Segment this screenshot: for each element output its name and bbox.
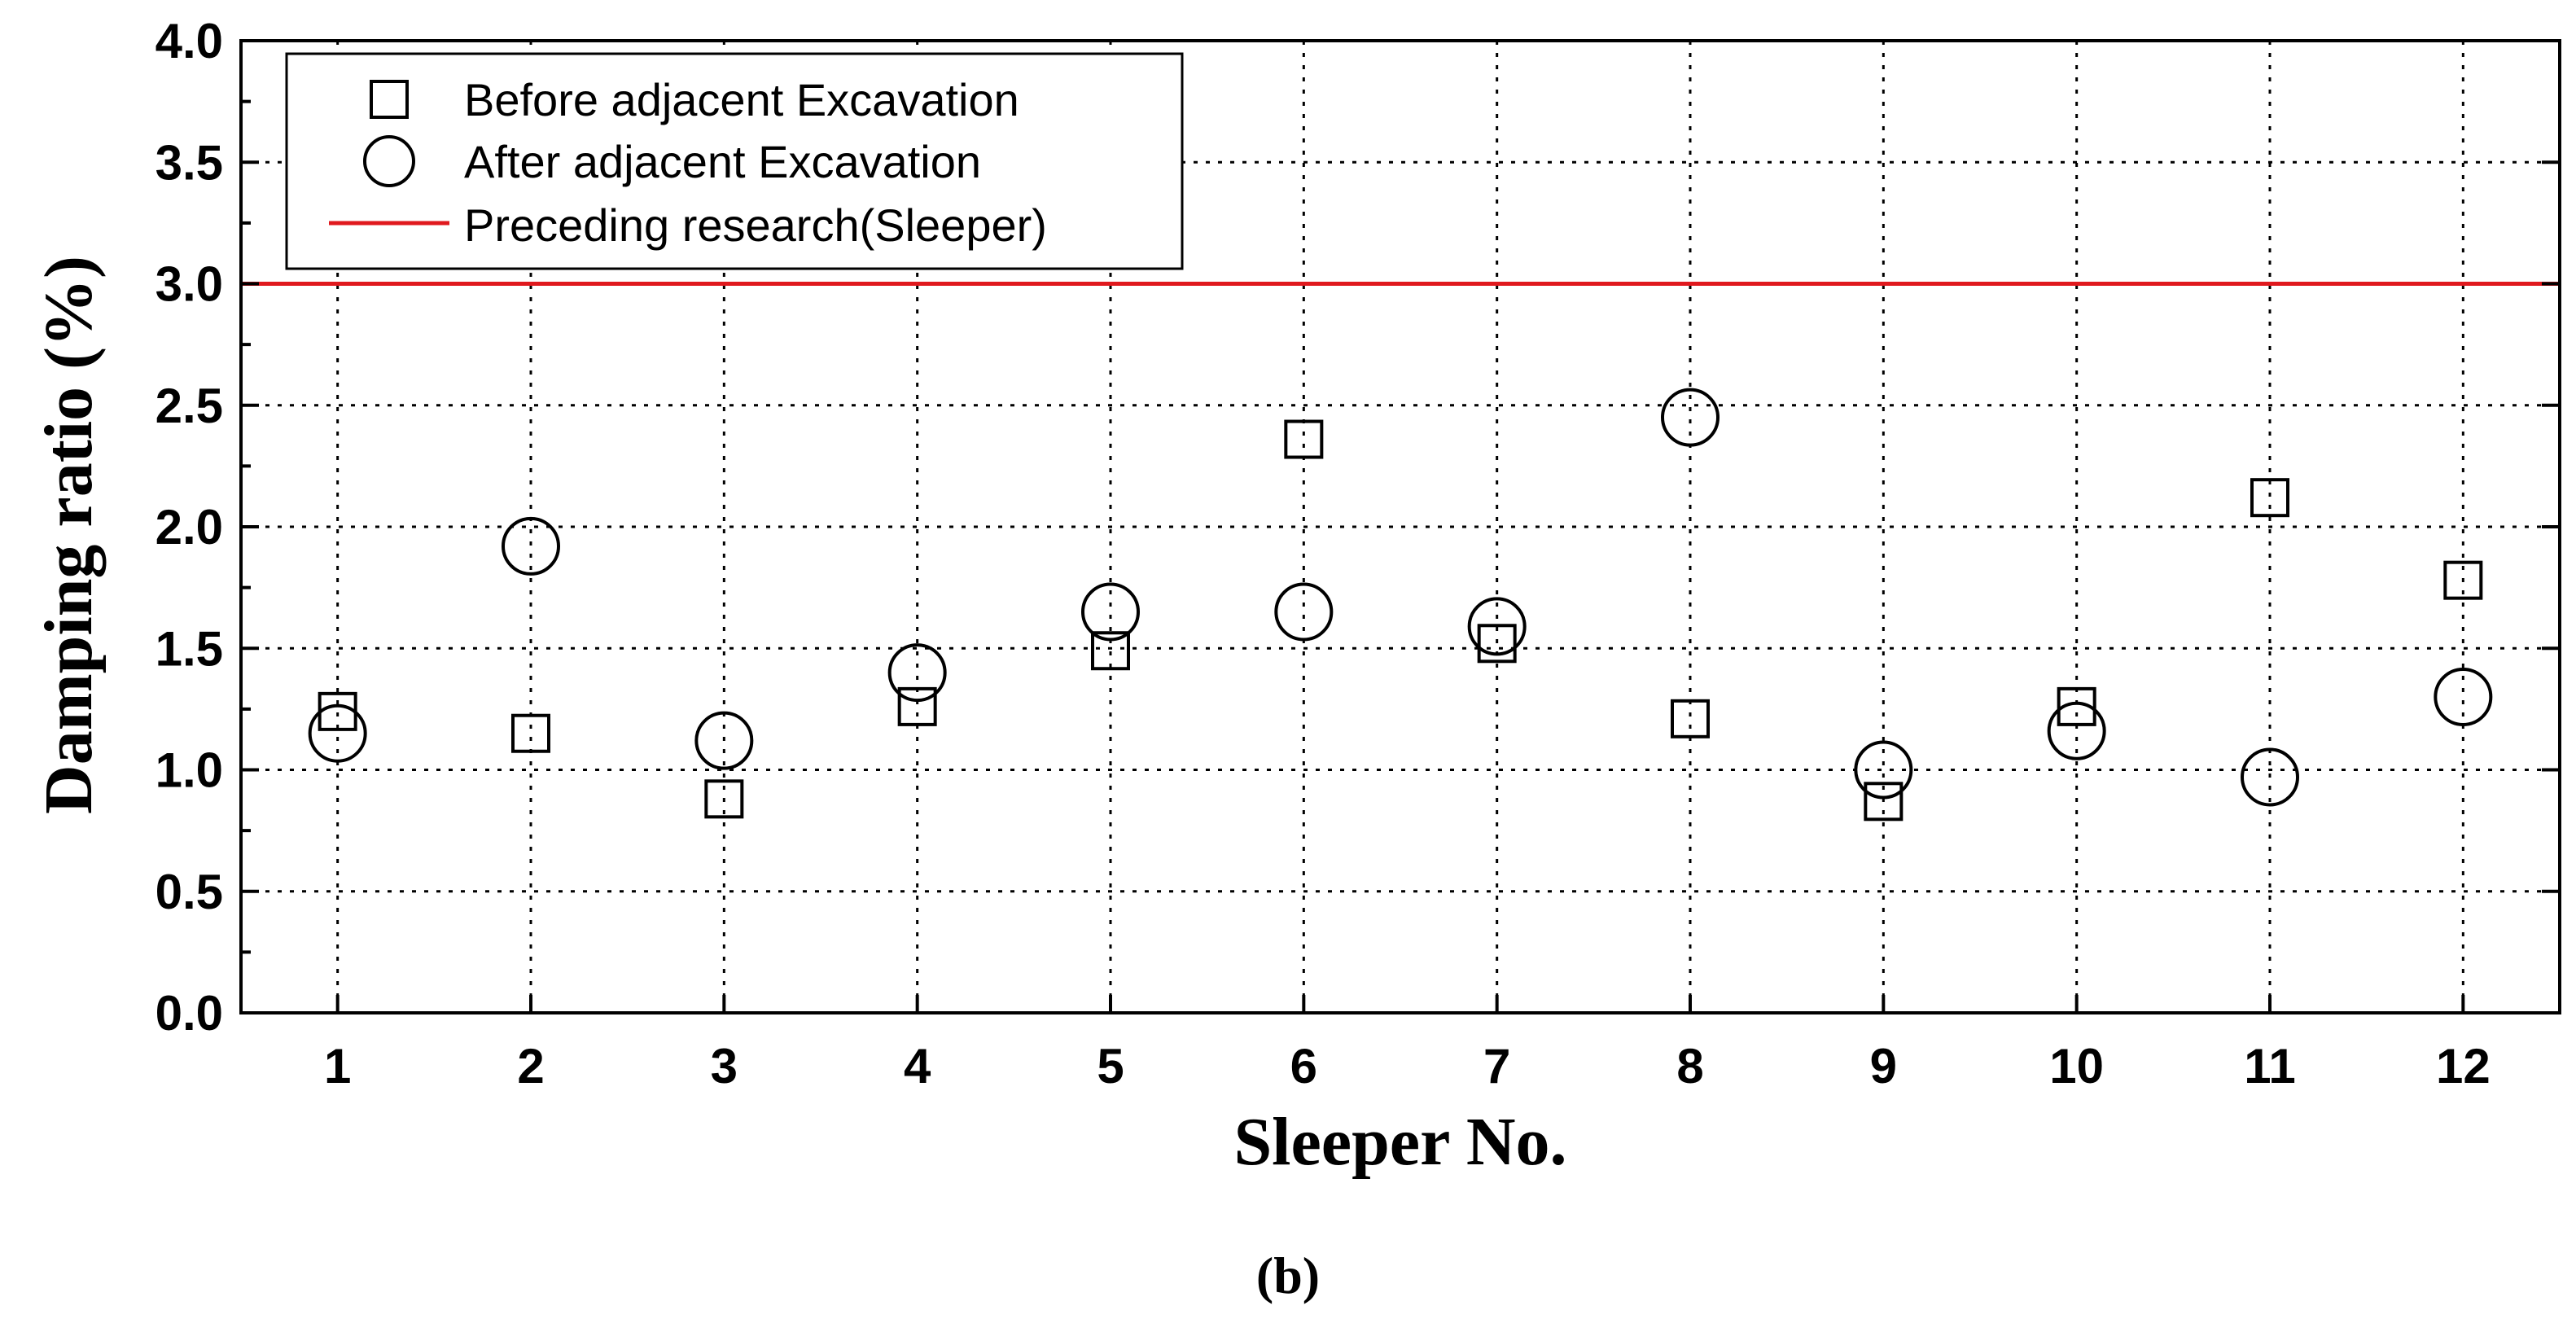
x-tick-label: 9 bbox=[1870, 1039, 1897, 1093]
legend-label-reference: Preceding research(Sleeper) bbox=[464, 199, 1047, 251]
y-tick-label: 3.5 bbox=[156, 135, 223, 190]
y-tick-label: 2.0 bbox=[156, 500, 223, 554]
square-marker-point bbox=[1477, 624, 1517, 664]
series-before-excavation bbox=[318, 419, 2483, 822]
y-tick-label: 1.5 bbox=[156, 621, 223, 676]
y-tick-label: 4.0 bbox=[156, 14, 223, 68]
legend-circle-marker bbox=[363, 135, 415, 187]
circle-marker-point bbox=[1661, 388, 1720, 447]
y-tick-label: 3.0 bbox=[156, 257, 223, 312]
x-tick-label: 6 bbox=[1290, 1039, 1317, 1093]
circle-marker-point bbox=[1081, 582, 1140, 642]
circle-marker-point bbox=[1274, 582, 1334, 642]
square-marker-point bbox=[1671, 699, 1710, 738]
y-tick-label: 0.0 bbox=[156, 986, 223, 1041]
x-tick-label: 3 bbox=[711, 1039, 738, 1093]
square-marker-point bbox=[897, 686, 937, 726]
circle-marker-point bbox=[2047, 701, 2106, 760]
x-tick-label: 11 bbox=[2244, 1039, 2295, 1093]
legend-label-after: After adjacent Excavation bbox=[464, 136, 981, 187]
square-marker-point bbox=[704, 779, 744, 819]
axis-ticks bbox=[241, 39, 2560, 1014]
y-tick-labels: 0.0 0.5 1.0 1.5 2.0 2.5 3.0 3.5 4.0 bbox=[156, 14, 223, 1041]
series-after-excavation bbox=[308, 388, 2493, 807]
y-tick-label: 1.0 bbox=[156, 743, 223, 798]
square-marker-point bbox=[1864, 782, 1904, 822]
circle-marker-point bbox=[1467, 597, 1527, 656]
square-marker-point bbox=[1091, 631, 1130, 671]
x-tick-label: 7 bbox=[1483, 1039, 1510, 1093]
y-tick-label: 0.5 bbox=[156, 865, 223, 919]
square-marker-point bbox=[2250, 478, 2289, 518]
legend: Before adjacent Excavation After adjacen… bbox=[285, 52, 1184, 270]
x-tick-label: 12 bbox=[2436, 1039, 2491, 1093]
circle-marker-point bbox=[2241, 747, 2299, 807]
circle-marker-point bbox=[2434, 667, 2493, 726]
square-marker-point bbox=[2057, 686, 2096, 726]
square-marker-point bbox=[511, 713, 550, 753]
figure-caption: (b) bbox=[1256, 1247, 1320, 1304]
x-tick-label: 8 bbox=[1676, 1039, 1703, 1093]
circle-marker-point bbox=[1854, 740, 1913, 800]
x-tick-label: 2 bbox=[517, 1039, 544, 1093]
circle-marker-point bbox=[502, 516, 560, 576]
x-tick-label: 5 bbox=[1097, 1039, 1124, 1093]
x-tick-labels: 1 2 3 4 5 6 7 8 9 10 11 12 bbox=[324, 1039, 2491, 1093]
x-tick-label: 1 bbox=[324, 1039, 351, 1093]
circle-marker-point bbox=[887, 643, 947, 703]
square-marker-point bbox=[318, 691, 357, 731]
legend-square-marker bbox=[370, 80, 409, 119]
y-tick-label: 2.5 bbox=[156, 379, 223, 433]
square-marker-point bbox=[1284, 419, 1324, 459]
circle-marker-point bbox=[308, 703, 367, 763]
legend-box bbox=[285, 52, 1184, 270]
circle-marker-point bbox=[694, 711, 754, 770]
x-tick-label: 10 bbox=[2049, 1039, 2104, 1093]
y-axis-title: Damping ratio (%) bbox=[31, 256, 107, 814]
legend-label-before: Before adjacent Excavation bbox=[464, 74, 1019, 125]
square-marker-point bbox=[2443, 560, 2483, 600]
x-tick-label: 4 bbox=[904, 1039, 931, 1093]
x-axis-title: Sleeper No. bbox=[1233, 1104, 1566, 1180]
